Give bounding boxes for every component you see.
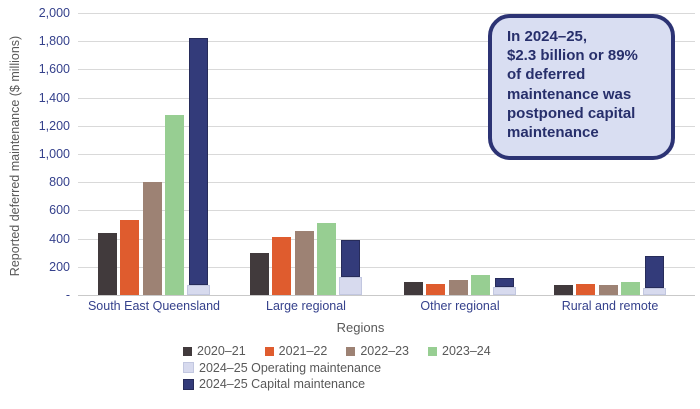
- y-tick-label: 1,600: [38, 62, 70, 77]
- y-tick-label: 800: [49, 175, 70, 190]
- bar-group: [98, 13, 210, 295]
- bar-capital-segment: [645, 255, 664, 288]
- legend-swatch: [346, 346, 356, 356]
- legend-row: 2020–21 2021–22 2022–23 2023–24: [183, 343, 510, 360]
- y-tick-label: 2,000: [38, 6, 70, 20]
- bar: [470, 275, 490, 295]
- y-tick-label: 1,200: [38, 118, 70, 133]
- bar: [250, 252, 269, 295]
- legend-swatch: [183, 362, 194, 374]
- bar-capital-segment: [189, 38, 208, 286]
- gridline: [78, 41, 695, 43]
- legend-item: 2021–22: [264, 344, 328, 359]
- gridline: [78, 210, 695, 212]
- y-tick-label: 1,800: [38, 34, 70, 49]
- y-tick-label: 1,000: [38, 147, 70, 161]
- legend-row: 2024–25 Operating maintenance: [183, 360, 510, 377]
- plot-area: [78, 13, 695, 296]
- gridline: [78, 154, 695, 155]
- legend-label: 2023–24: [442, 344, 491, 359]
- x-category-label: Other regional: [420, 299, 500, 313]
- gridline: [78, 97, 695, 99]
- gridline: [78, 238, 695, 240]
- bar-operating-segment: [339, 276, 362, 295]
- bar-group: [554, 13, 666, 295]
- bar: [142, 182, 162, 295]
- gridline: [78, 69, 695, 71]
- bar: [294, 230, 314, 295]
- legend-swatch: [264, 346, 274, 356]
- y-tick-label: 1,400: [38, 90, 70, 105]
- gridline: [78, 125, 695, 127]
- bar-capital-segment: [341, 240, 360, 277]
- legend-row: 2024–25 Capital maintenance: [183, 376, 510, 393]
- bar: [120, 220, 140, 295]
- bar: [316, 223, 336, 295]
- legend-item: 2022–23: [346, 344, 409, 358]
- bar: [426, 283, 446, 295]
- bar-group: [250, 13, 362, 295]
- bar: [404, 282, 423, 295]
- legend-item: 2024–25 Capital maintenance: [183, 377, 365, 391]
- bar: [98, 233, 117, 295]
- bar-operating-segment: [643, 287, 666, 295]
- legend-label: 2021–22: [278, 344, 328, 359]
- stacked-bar-2024-25: [643, 255, 666, 295]
- annotation-callout: In 2024–25, $2.3 billion or 89% of defer…: [488, 14, 675, 160]
- bar: [272, 237, 292, 295]
- legend-item: 2024–25 Operating maintenance: [183, 361, 381, 375]
- legend-item: 2020–21: [183, 344, 246, 358]
- x-axis-title: Regions: [336, 320, 385, 335]
- gridline: [78, 266, 695, 268]
- legend-swatch: [428, 346, 438, 356]
- stacked-bar-2024-25: [187, 38, 210, 295]
- bar: [554, 285, 573, 295]
- legend-item: 2023–24: [428, 344, 491, 358]
- y-tick-label: 400: [49, 231, 70, 246]
- x-category-label: Rural and remote: [561, 299, 659, 313]
- legend-label: 2024–25 Capital maintenance: [199, 377, 366, 392]
- bar: [598, 285, 618, 295]
- legend-swatch: [183, 378, 194, 390]
- bar: [448, 279, 468, 295]
- bar-group: [404, 13, 516, 295]
- gridline: [78, 13, 695, 14]
- stacked-bar-2024-25: [493, 278, 516, 295]
- y-axis-tick-labels: 2,000 1,800 1,600 1,400 1,200 1,000 800 600 400 2…: [0, 0, 70, 310]
- x-axis-category-labels: South East Queensland Large regional Other…: [78, 299, 695, 317]
- legend-label: 2022–23: [360, 344, 410, 359]
- bar: [576, 283, 596, 295]
- legend: 2020–21 2021–22 2022–23 2023–24 2024–25 Oper…: [183, 343, 510, 393]
- y-tick-label: -: [65, 288, 70, 302]
- bar-capital-segment: [495, 278, 514, 288]
- bar: [164, 114, 184, 295]
- y-tick-label: 200: [49, 259, 70, 274]
- x-category-label: South East Queensland: [87, 299, 221, 313]
- gridline: [78, 182, 695, 184]
- y-tick-label: 600: [49, 203, 70, 218]
- stacked-bar-2024-25: [339, 240, 362, 295]
- legend-label: 2020–21: [197, 344, 246, 359]
- bar: [620, 281, 640, 295]
- legend-swatch: [183, 346, 192, 356]
- annotation-text: In 2024–25, $2.3 billion or 89% of defer…: [507, 28, 638, 141]
- x-category-label: Large regional: [266, 299, 346, 313]
- legend-label: 2024–25 Operating maintenance: [199, 360, 382, 375]
- bar-operating-segment: [493, 287, 516, 295]
- bar-operating-segment: [187, 285, 210, 295]
